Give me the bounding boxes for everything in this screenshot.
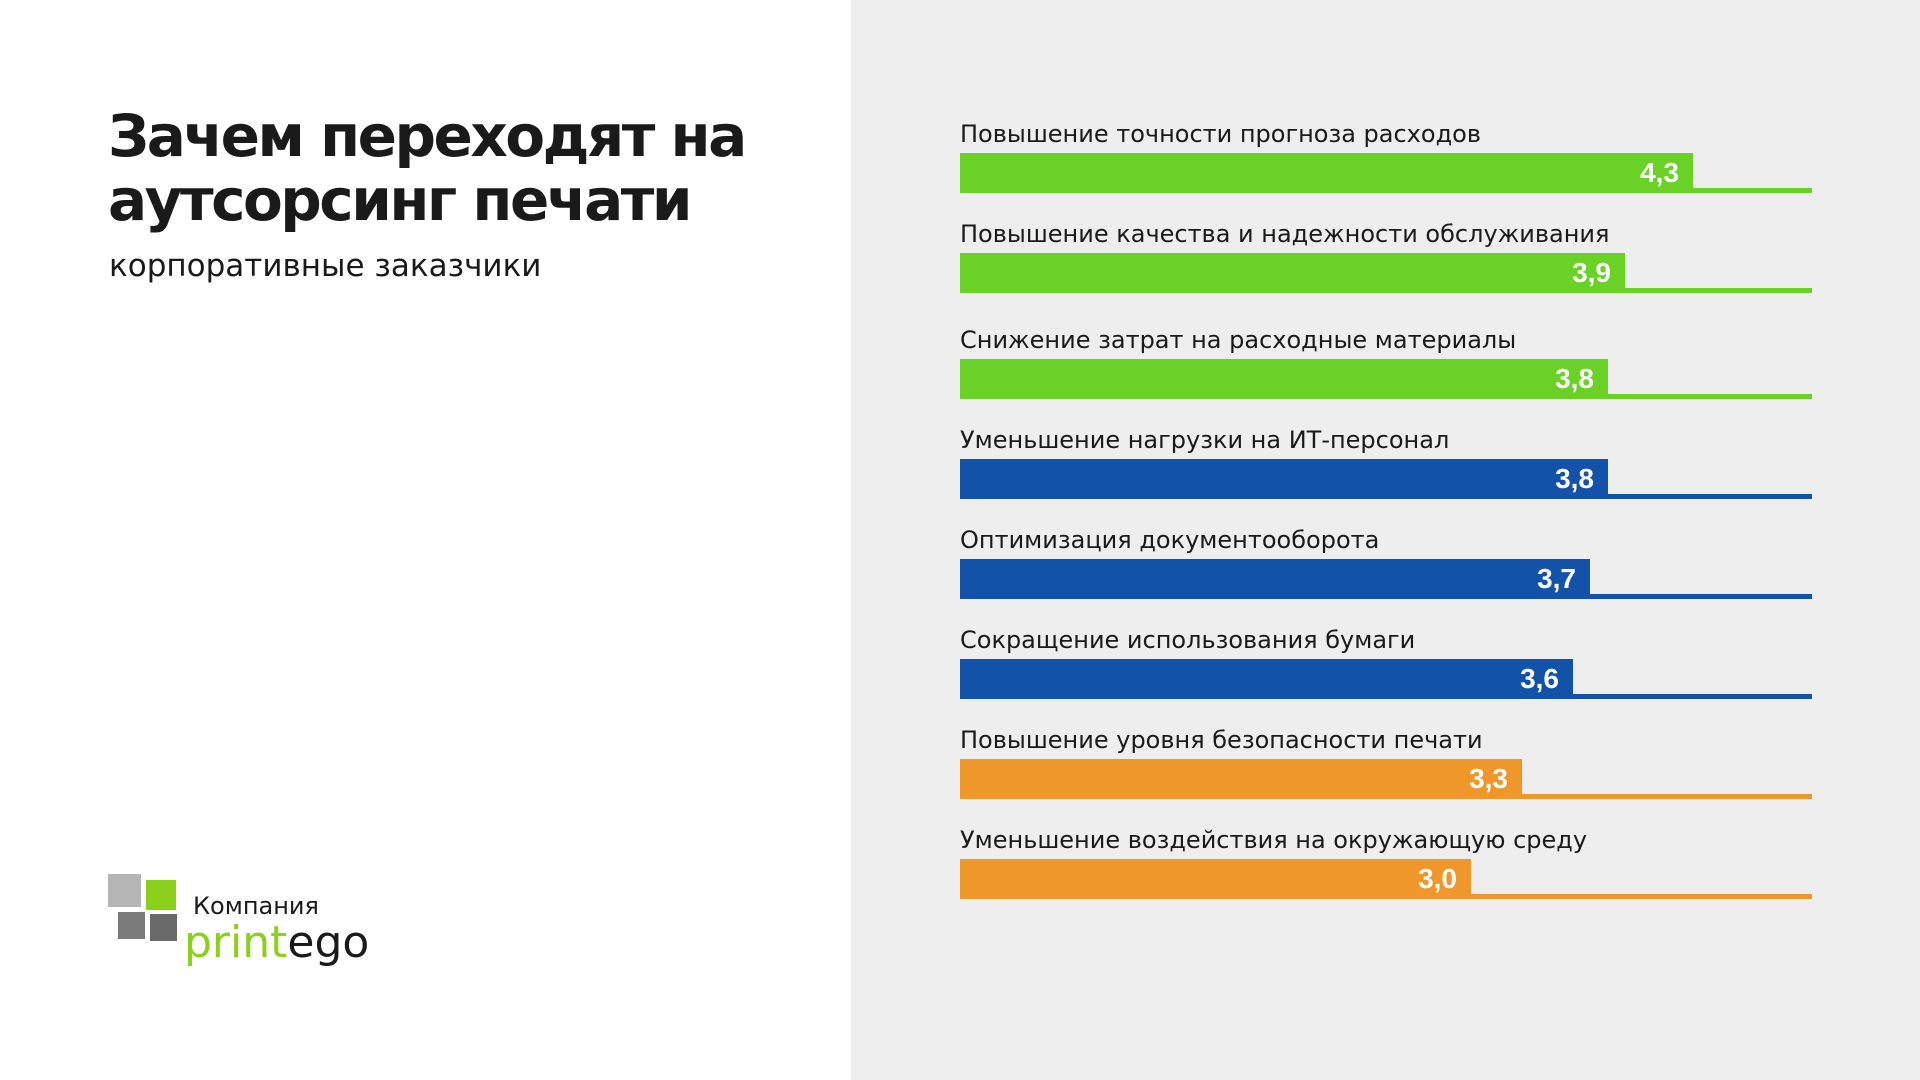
bar-value-label: 3,6	[1520, 663, 1559, 694]
bar-label: Сокращение использования бумаги	[960, 626, 1416, 654]
bar-value-label: 3,3	[1469, 763, 1508, 794]
logo-company-text: Компания	[193, 892, 319, 920]
bar-label: Повышение точности прогноза расходов	[960, 120, 1481, 148]
logo-square-gray-dark	[118, 912, 145, 939]
bar-value-label: 3,9	[1572, 257, 1611, 288]
page-subtitle: корпоративные заказчики	[109, 248, 542, 284]
bar	[960, 559, 1590, 599]
bar	[960, 253, 1625, 293]
bar-value-label: 3,8	[1555, 463, 1594, 494]
bar-label: Повышение качества и надежности обслужив…	[960, 220, 1610, 248]
logo-square-gray-large	[108, 874, 141, 907]
bar-value-label: 3,0	[1418, 863, 1457, 894]
bar-value-label: 3,7	[1537, 563, 1576, 594]
bar-label: Уменьшение нагрузки на ИТ-персонал	[960, 426, 1450, 454]
logo-brand-text: printego	[184, 918, 369, 968]
bar	[960, 859, 1471, 899]
logo-square-gray-mid	[150, 914, 177, 941]
bar	[960, 759, 1522, 799]
bar	[960, 459, 1608, 499]
logo-brand-part1: print	[184, 917, 288, 968]
title-line-1: Зачем переходят на	[108, 102, 747, 170]
bar	[960, 359, 1608, 399]
bar-label: Уменьшение воздействия на окружающую сре…	[960, 826, 1588, 854]
page-title: Зачем переходят на аутсорсинг печати	[108, 104, 808, 232]
title-line-2: аутсорсинг печати	[108, 166, 693, 234]
logo-square-green	[146, 880, 176, 910]
left-panel	[0, 0, 851, 1080]
bar-value-label: 3,8	[1555, 363, 1594, 394]
bar-label: Оптимизация документооборота	[960, 526, 1380, 554]
bar	[960, 153, 1693, 193]
bar	[960, 659, 1573, 699]
company-logo: Компания printego	[108, 872, 388, 982]
bar-label: Повышение уровня безопасности печати	[960, 726, 1483, 754]
bar-value-label: 4,3	[1640, 157, 1679, 188]
logo-brand-part2: ego	[287, 917, 370, 968]
bar-label: Снижение затрат на расходные материалы	[960, 326, 1517, 354]
